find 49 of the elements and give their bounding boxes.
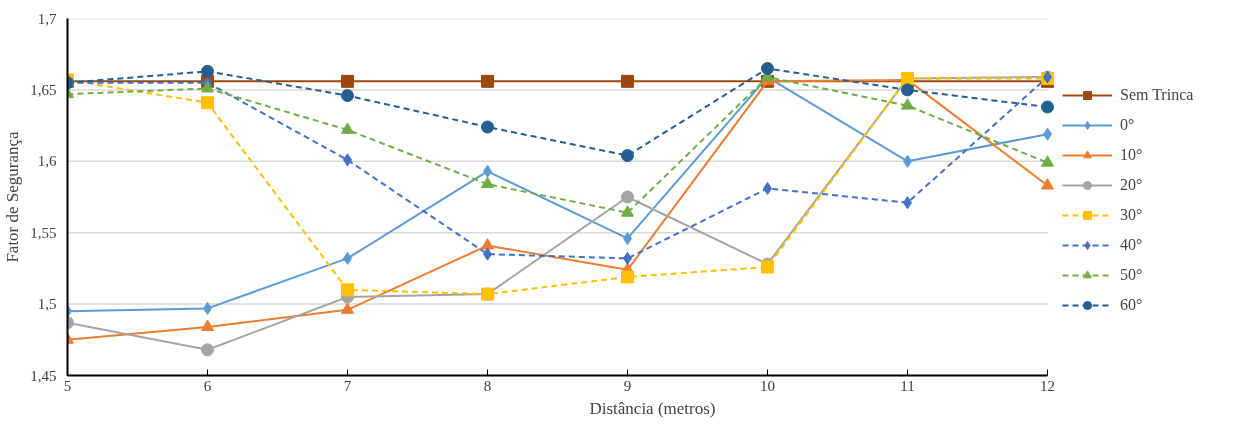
y-axis-title: Fator de Segurança bbox=[3, 130, 23, 263]
point bbox=[341, 122, 354, 134]
point bbox=[201, 81, 214, 93]
point bbox=[341, 89, 354, 103]
point bbox=[341, 283, 354, 297]
point bbox=[481, 120, 494, 134]
legend-label: 40° bbox=[1120, 236, 1143, 254]
x-axis-title: Distância (metros) bbox=[589, 398, 716, 418]
x-tick-label: 12 bbox=[1040, 377, 1055, 394]
point bbox=[901, 98, 914, 110]
point bbox=[201, 343, 214, 357]
legend-label: 60° bbox=[1120, 296, 1143, 314]
x-tick-label: 5 bbox=[63, 377, 72, 394]
point bbox=[481, 238, 494, 250]
legend-label: 50° bbox=[1120, 266, 1143, 284]
legend-label: 0° bbox=[1120, 116, 1136, 134]
legend-label: 20° bbox=[1120, 176, 1143, 194]
y-tick-label: 1,7 bbox=[37, 10, 57, 27]
point bbox=[341, 74, 354, 88]
point bbox=[621, 190, 634, 204]
point bbox=[761, 61, 774, 75]
point bbox=[621, 205, 634, 217]
point bbox=[621, 74, 634, 88]
x-tick-label: 11 bbox=[900, 377, 915, 394]
point bbox=[1041, 100, 1054, 114]
point bbox=[901, 83, 914, 97]
x-tick-label: 7 bbox=[343, 377, 352, 394]
point bbox=[621, 270, 634, 284]
legend-label: Sem Trinca bbox=[1120, 86, 1194, 104]
legend-label: 10° bbox=[1120, 146, 1143, 164]
point bbox=[1041, 178, 1054, 190]
y-tick-label: 1,55 bbox=[30, 224, 57, 241]
point bbox=[481, 176, 494, 189]
y-tick-label: 1,5 bbox=[37, 296, 57, 313]
x-tick-label: 6 bbox=[203, 377, 212, 394]
point bbox=[621, 149, 634, 163]
y-tick-label: 1,6 bbox=[37, 153, 57, 170]
point bbox=[201, 319, 214, 331]
point bbox=[1041, 155, 1054, 167]
x-tick-label: 8 bbox=[483, 377, 492, 394]
legend-label: 30° bbox=[1120, 206, 1143, 224]
point bbox=[201, 96, 214, 110]
x-tick-label: 9 bbox=[623, 377, 632, 394]
point bbox=[341, 302, 354, 314]
x-tick-label: 10 bbox=[760, 377, 775, 394]
y-tick-label: 1,45 bbox=[30, 367, 57, 384]
point bbox=[201, 64, 214, 78]
y-tick-label: 1,65 bbox=[30, 81, 57, 98]
point bbox=[481, 74, 494, 88]
